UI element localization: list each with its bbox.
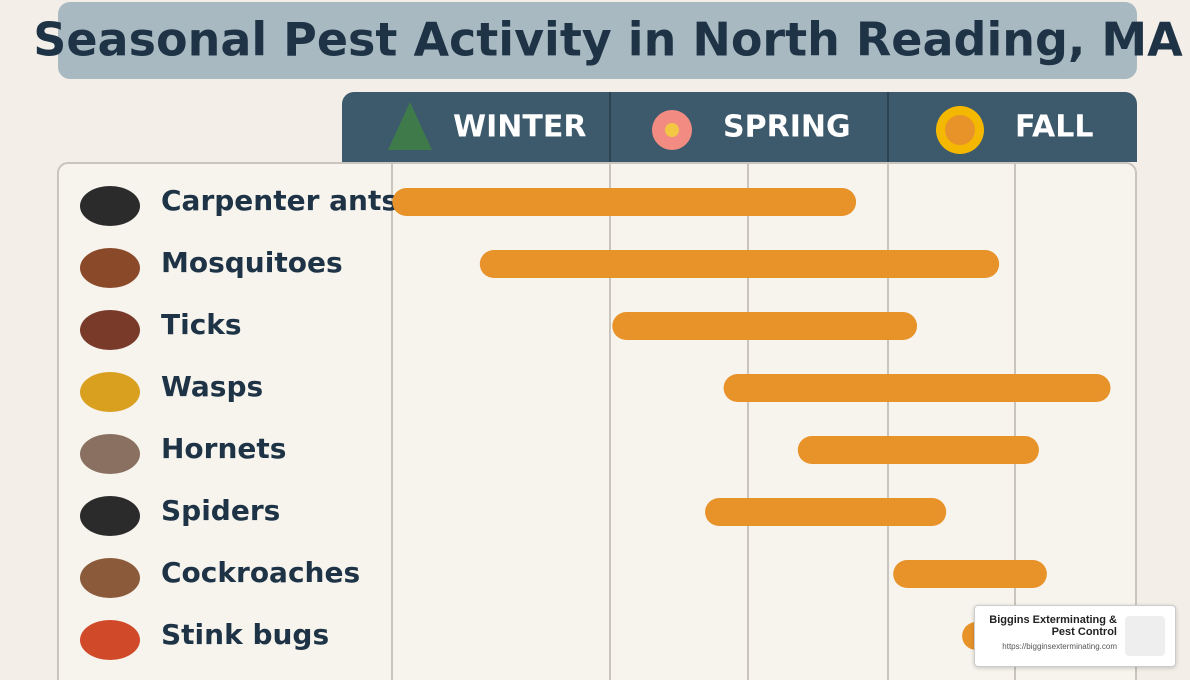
pest-label: Hornets (161, 432, 286, 465)
pest-label: Wasps (161, 370, 263, 403)
pest-icon (80, 434, 140, 474)
activity-bar (797, 436, 1039, 464)
activity-bar (705, 498, 947, 526)
pest-icon (80, 186, 140, 226)
pest-icon (80, 496, 140, 536)
panel (57, 162, 1137, 680)
popup-title: Biggins Exterminating & Pest Control (989, 614, 1117, 638)
chart-title: Seasonal Pest Activity in North Reading,… (33, 13, 1183, 67)
pest-label: Ticks (161, 308, 242, 341)
activity-bar (893, 560, 1047, 588)
pest-label: Cockroaches (161, 556, 360, 589)
season-header (342, 92, 1137, 162)
pest-icon (80, 248, 140, 288)
activity-bar (479, 250, 1000, 278)
activity-bar (612, 312, 918, 340)
activity-bar (723, 374, 1111, 402)
pest-icon (80, 372, 140, 412)
popup-url: https://bigginsexterminating.com (1002, 642, 1117, 651)
pest-label: Spiders (161, 494, 280, 527)
season-label: FALL (1015, 110, 1094, 145)
tree-icon (388, 102, 432, 150)
popup-icon (1125, 616, 1165, 656)
pest-icon (80, 310, 140, 350)
activity-bar (392, 188, 857, 216)
season-label: SPRING (723, 110, 851, 145)
season-label: WINTER (453, 110, 586, 145)
sun-icon (945, 115, 975, 145)
popup[interactable]: Biggins Exterminating & Pest Control htt… (974, 605, 1176, 667)
flower-icon (665, 123, 679, 137)
pest-icon (80, 558, 140, 598)
pest-icon (80, 620, 140, 660)
pest-label: Stink bugs (161, 618, 329, 651)
title-box (58, 2, 1137, 79)
pest-label: Mosquitoes (161, 246, 343, 279)
pest-label: Carpenter ants (161, 184, 398, 217)
